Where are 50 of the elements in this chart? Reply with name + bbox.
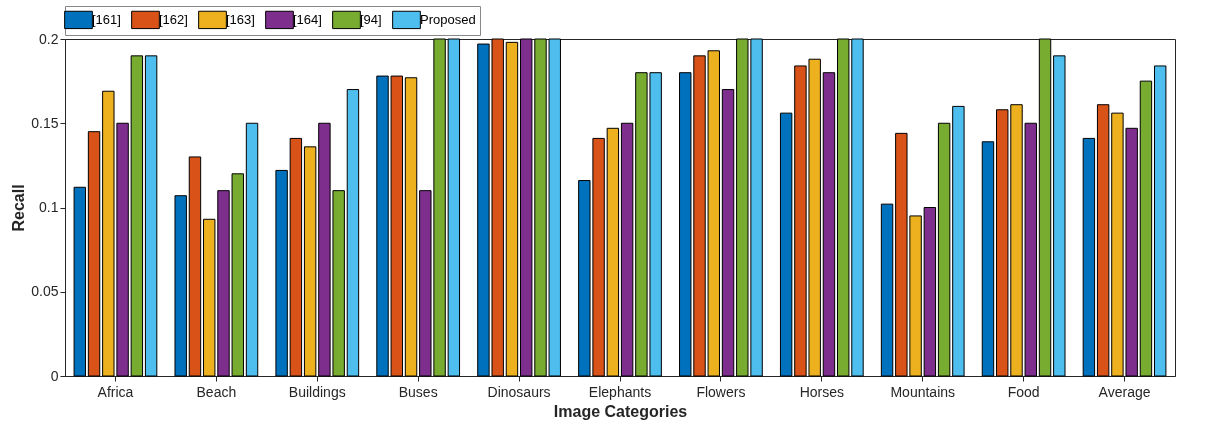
x-tick-label: Horses <box>799 383 844 400</box>
x-tick-label: Elephants <box>588 383 652 400</box>
bar <box>303 146 317 377</box>
legend-label: Proposed <box>420 11 476 27</box>
legend-label: [94] <box>360 11 382 27</box>
bar <box>1139 80 1153 377</box>
bar <box>952 105 965 377</box>
bar <box>404 77 418 377</box>
bar <box>144 55 158 377</box>
bar <box>1038 38 1052 377</box>
y-tick-label: 0.15 <box>31 114 59 131</box>
x-tick-label: Buses <box>398 383 438 400</box>
x-tick-label: Beach <box>196 383 237 400</box>
x-tick-label: Food <box>1007 383 1040 400</box>
x-tick-label: Mountains <box>890 383 956 400</box>
bar <box>1053 55 1066 377</box>
legend-label: [161] <box>92 11 121 27</box>
bar <box>505 41 519 377</box>
y-tick-label: 0 <box>50 367 59 384</box>
bar <box>346 89 360 377</box>
x-tick-label: Flowers <box>696 383 746 400</box>
bar <box>1154 65 1167 377</box>
legend-label: [163] <box>226 11 255 27</box>
bar <box>174 195 187 377</box>
bar <box>289 137 303 377</box>
x-tick-label: Buildings <box>288 383 346 400</box>
y-axis-title: Recall <box>10 184 28 232</box>
bar <box>275 169 288 377</box>
bar <box>87 131 101 377</box>
x-tick-label: Africa <box>97 383 134 400</box>
bar <box>1082 137 1096 377</box>
x-tick-label: Dinosaurs <box>487 383 551 400</box>
bar <box>822 72 836 377</box>
bar <box>620 122 634 377</box>
legend-label: [162] <box>159 11 188 27</box>
bar <box>880 203 894 377</box>
y-tick-label: 0.2 <box>39 30 59 47</box>
y-tick-label: 0.1 <box>39 199 59 215</box>
bar <box>606 127 620 377</box>
bar <box>923 207 937 377</box>
legend-label: [164] <box>293 11 322 27</box>
x-axis-title: Image Categories <box>553 402 688 420</box>
bar <box>188 156 202 377</box>
x-tick-label: Average <box>1098 383 1151 400</box>
y-tick-label: 0.05 <box>31 283 59 300</box>
bar <box>981 141 995 377</box>
bar <box>937 122 951 377</box>
bar <box>245 122 259 377</box>
bar <box>721 89 735 377</box>
bar <box>73 186 86 377</box>
